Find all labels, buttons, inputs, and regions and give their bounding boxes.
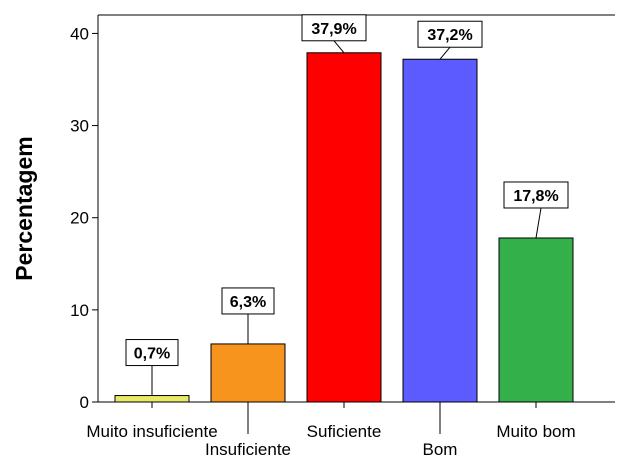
data-label-box — [503, 181, 569, 209]
y-tick-label: 0 — [80, 393, 89, 412]
data-label: 6,3% — [230, 294, 266, 311]
y-ticks: 0 10 20 30 40 — [70, 24, 98, 412]
x-tick-label: Insuficiente — [205, 440, 291, 459]
y-tick-label: 10 — [70, 301, 89, 320]
data-label-box — [125, 339, 179, 367]
x-tick-label: Muito insuficiente — [86, 422, 217, 441]
data-label-box — [417, 20, 483, 48]
data-label-leader — [535, 207, 542, 239]
bar — [306, 52, 382, 403]
data-label-box — [221, 287, 275, 315]
data-label-box — [301, 14, 367, 42]
data-label: 0,7% — [134, 346, 170, 363]
data-label-leader — [439, 46, 451, 60]
data-label: 37,2% — [427, 27, 472, 44]
x-tick-label: Muito bom — [496, 422, 575, 441]
bar — [498, 237, 574, 403]
bar — [114, 395, 190, 403]
bars — [114, 52, 574, 403]
y-axis-label: Percentagem — [11, 136, 37, 280]
data-labels: 0,7% 6,3% 37,9% 37,2% 17,8% — [125, 14, 569, 396]
data-label: 17,8% — [513, 188, 558, 205]
y-tick-label: 20 — [70, 209, 89, 228]
bar — [210, 343, 286, 403]
x-tick-label: Bom — [423, 440, 458, 459]
data-label: 37,9% — [311, 21, 356, 38]
bar — [402, 58, 478, 403]
x-tick-label: Suficiente — [307, 422, 382, 441]
y-tick-label: 40 — [70, 24, 89, 43]
y-tick-label: 30 — [70, 117, 89, 136]
data-label-leader — [333, 40, 345, 54]
